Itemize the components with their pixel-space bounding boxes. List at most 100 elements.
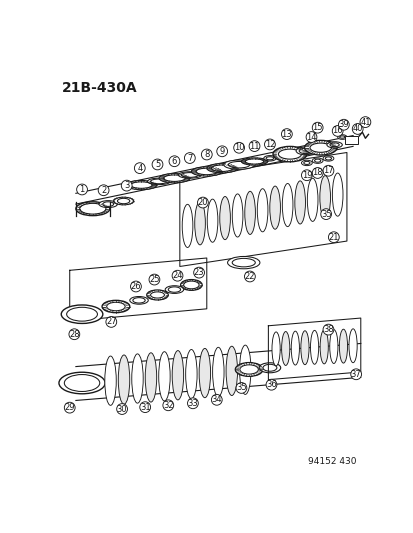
Ellipse shape: [329, 143, 338, 147]
Text: 18: 18: [311, 168, 322, 177]
Ellipse shape: [278, 149, 301, 159]
Circle shape: [320, 209, 331, 220]
Ellipse shape: [272, 147, 306, 162]
Circle shape: [184, 152, 195, 164]
Ellipse shape: [207, 199, 217, 242]
Text: 30: 30: [116, 405, 127, 414]
Text: 21: 21: [328, 233, 338, 241]
Ellipse shape: [113, 197, 133, 205]
Ellipse shape: [212, 348, 223, 397]
Circle shape: [211, 394, 222, 405]
Ellipse shape: [322, 156, 333, 161]
Text: 24: 24: [172, 271, 182, 280]
Ellipse shape: [191, 167, 222, 176]
Circle shape: [76, 184, 87, 195]
Circle shape: [149, 274, 159, 285]
Text: 19: 19: [301, 171, 311, 180]
Ellipse shape: [195, 168, 217, 175]
Text: 12: 12: [264, 140, 275, 149]
Ellipse shape: [256, 189, 267, 232]
Circle shape: [281, 128, 292, 140]
Ellipse shape: [244, 191, 255, 235]
Ellipse shape: [290, 331, 299, 365]
Text: 36: 36: [266, 380, 276, 389]
Ellipse shape: [178, 172, 201, 178]
Ellipse shape: [219, 197, 230, 240]
Circle shape: [359, 117, 370, 127]
Circle shape: [235, 383, 246, 393]
Circle shape: [311, 167, 322, 179]
Ellipse shape: [102, 301, 129, 313]
Text: 6: 6: [171, 157, 177, 166]
Text: 22: 22: [244, 272, 254, 281]
Circle shape: [201, 149, 211, 160]
Ellipse shape: [281, 332, 289, 366]
Circle shape: [233, 142, 244, 153]
Circle shape: [264, 139, 275, 150]
Ellipse shape: [337, 135, 346, 139]
Circle shape: [187, 398, 198, 409]
Ellipse shape: [325, 157, 331, 160]
Text: 13: 13: [281, 130, 292, 139]
Ellipse shape: [180, 280, 202, 290]
Circle shape: [69, 329, 80, 340]
Ellipse shape: [266, 157, 273, 160]
Ellipse shape: [194, 201, 205, 245]
Circle shape: [305, 132, 316, 142]
Ellipse shape: [314, 159, 320, 162]
Ellipse shape: [131, 354, 143, 403]
Ellipse shape: [339, 136, 344, 138]
Ellipse shape: [163, 175, 185, 181]
Text: 33: 33: [187, 399, 198, 408]
Ellipse shape: [172, 351, 183, 400]
Ellipse shape: [225, 346, 237, 395]
Ellipse shape: [99, 200, 117, 207]
Ellipse shape: [146, 290, 168, 300]
Ellipse shape: [145, 353, 156, 402]
Ellipse shape: [259, 363, 280, 373]
Text: 14: 14: [306, 133, 316, 142]
Circle shape: [197, 197, 208, 208]
Ellipse shape: [306, 178, 317, 221]
Ellipse shape: [263, 156, 275, 161]
Circle shape: [216, 146, 227, 157]
Text: 11: 11: [249, 142, 259, 151]
Circle shape: [116, 403, 127, 415]
Circle shape: [64, 402, 75, 413]
Circle shape: [134, 163, 145, 174]
Bar: [344, 136, 357, 143]
Ellipse shape: [262, 365, 276, 372]
Ellipse shape: [168, 287, 180, 292]
Text: 39: 39: [338, 120, 348, 129]
Text: 38: 38: [322, 325, 333, 334]
Circle shape: [351, 124, 362, 134]
Ellipse shape: [130, 182, 152, 188]
Ellipse shape: [61, 305, 102, 324]
Text: 28: 28: [69, 330, 79, 339]
Ellipse shape: [303, 161, 309, 165]
Ellipse shape: [244, 159, 263, 164]
Text: 10: 10: [233, 143, 244, 152]
Ellipse shape: [301, 160, 311, 166]
Ellipse shape: [304, 140, 336, 155]
Ellipse shape: [183, 281, 199, 289]
Circle shape: [98, 185, 109, 196]
Ellipse shape: [133, 297, 145, 303]
Ellipse shape: [182, 204, 192, 247]
Circle shape: [322, 165, 333, 176]
Circle shape: [244, 271, 255, 282]
Text: 23: 23: [193, 268, 204, 277]
Circle shape: [311, 122, 322, 133]
Ellipse shape: [269, 186, 280, 229]
Ellipse shape: [66, 308, 97, 321]
Circle shape: [162, 400, 173, 410]
Ellipse shape: [232, 259, 255, 267]
Circle shape: [140, 402, 150, 413]
Text: 16: 16: [332, 126, 342, 135]
Circle shape: [338, 119, 349, 130]
Text: 21B-430A: 21B-430A: [62, 81, 137, 95]
Text: 27: 27: [106, 318, 116, 326]
Text: 17: 17: [323, 166, 333, 175]
Ellipse shape: [310, 330, 318, 364]
Text: 31: 31: [140, 402, 150, 411]
